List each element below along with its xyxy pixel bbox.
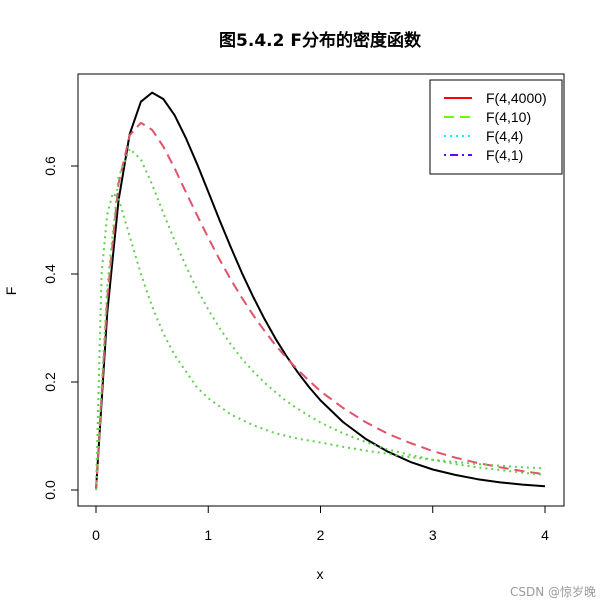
chart-title: 图5.4.2 F分布的密度函数 xyxy=(219,30,422,51)
watermark: CSDN @惊岁晚 xyxy=(510,584,596,599)
x-tick-label: 2 xyxy=(317,527,325,543)
y-tick-label: 0.4 xyxy=(42,264,58,284)
series-line-4 xyxy=(95,192,546,491)
series-line-2 xyxy=(95,121,546,491)
legend: F(4,4000) F(4,10) F(4,4) F(4,1) xyxy=(429,79,563,175)
series-layer xyxy=(95,91,546,491)
y-tick-label: 0.2 xyxy=(42,372,58,392)
legend-label: F(4,10) xyxy=(486,109,531,125)
legend-box xyxy=(429,79,563,175)
x-tick-label: 0 xyxy=(92,527,100,543)
y-axis: 0.0 0.2 0.4 0.6 xyxy=(42,156,79,500)
x-tick-label: 4 xyxy=(541,527,549,543)
y-tick-label: 0.6 xyxy=(42,156,58,176)
legend-label: F(4,4000) xyxy=(486,90,547,106)
series-line-3 xyxy=(95,147,546,491)
x-axis: 0 1 2 3 4 xyxy=(92,505,549,543)
y-axis-label: F xyxy=(3,287,19,296)
x-tick-label: 3 xyxy=(429,527,437,543)
legend-label: F(4,1) xyxy=(486,147,523,163)
y-tick-label: 0.0 xyxy=(42,480,58,500)
x-tick-label: 1 xyxy=(204,527,212,543)
x-axis-label: x xyxy=(317,566,324,582)
legend-label: F(4,4) xyxy=(486,128,523,144)
series-line-1 xyxy=(95,91,546,491)
